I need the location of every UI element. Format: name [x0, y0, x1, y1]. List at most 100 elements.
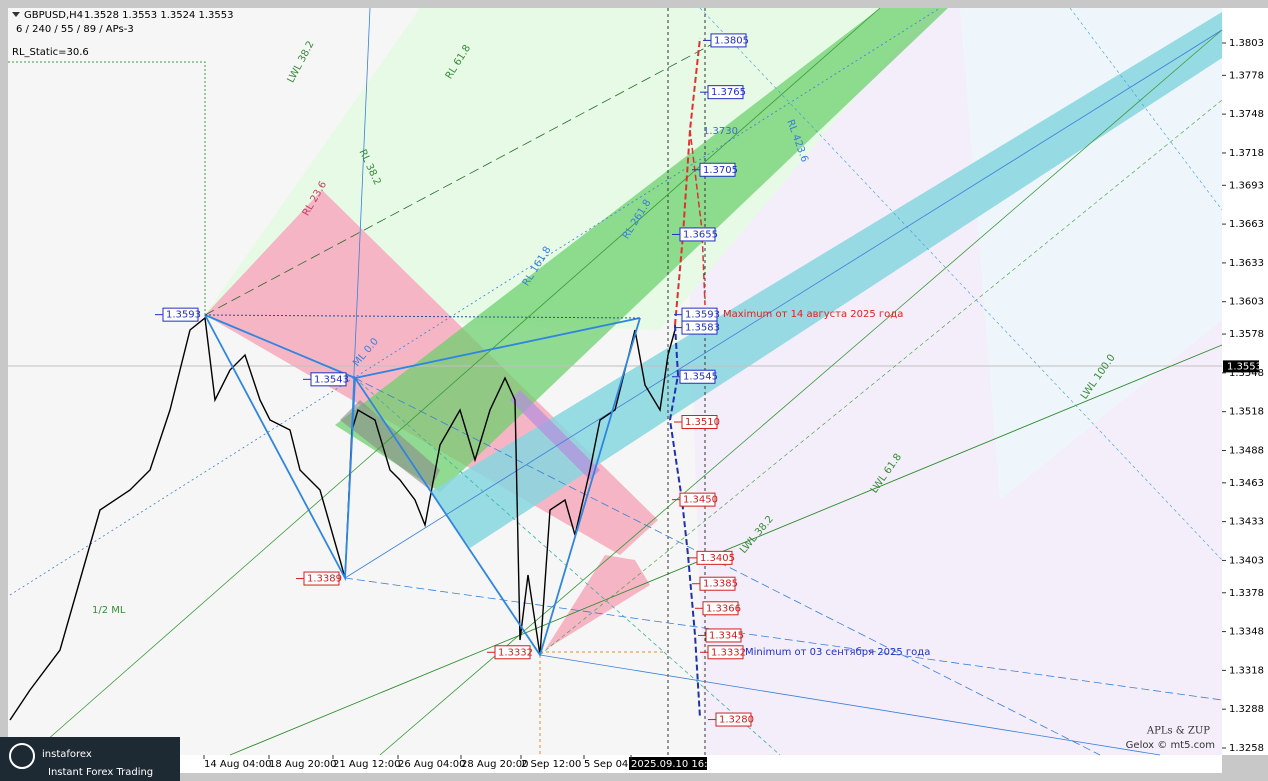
level-box [705, 628, 742, 643]
price-tick-label: 1.3548 [1229, 368, 1264, 379]
level-label: 1.3405 [700, 553, 735, 564]
price-tick-label: 1.3518 [1229, 407, 1264, 418]
price-tick-label: 1.3378 [1229, 588, 1264, 599]
price-tick-label: 1.3348 [1229, 627, 1264, 638]
copyright: Gelox © mt5.com [1126, 740, 1215, 751]
blue-dash [344, 577, 1223, 701]
drawings [8, 7, 1223, 756]
line-label: 1/2 ML [92, 605, 126, 616]
level-label: 1.3583 [685, 323, 720, 334]
author: APLs & ZUP [1146, 726, 1210, 737]
target-label: 1.3730 [703, 126, 738, 137]
zigzag-dotted [204, 314, 641, 319]
price-tick-label: 1.3633 [1229, 258, 1264, 269]
price-tick-label: 1.3663 [1229, 219, 1264, 230]
blue-line [539, 654, 1161, 756]
current-price: 1.3553 [1227, 361, 1262, 372]
green-band [335, 8, 948, 492]
level-label: 1.3385 [703, 579, 738, 590]
blue-line [344, 29, 1223, 579]
level-label: 1.3345 [709, 630, 744, 641]
time-label: 26 Aug 04:00 [398, 759, 465, 770]
time-label: 14 Aug 04:00 [204, 759, 271, 770]
level-box [162, 307, 199, 322]
level-box [710, 33, 747, 48]
teal-dash [354, 377, 781, 756]
price-tick-label: 1.3778 [1229, 70, 1264, 81]
price-tick-label: 1.3463 [1229, 478, 1264, 489]
level-label: 1.3765 [711, 87, 746, 98]
price-tick-label: 1.3318 [1229, 665, 1264, 676]
price-axis [1222, 8, 1268, 755]
level-label: 1.3450 [683, 495, 718, 506]
level-box [681, 320, 718, 335]
level-box [715, 712, 752, 727]
time-label: 18 Aug 20:00 [269, 759, 336, 770]
lightgreen-zone [205, 8, 930, 330]
time-label: 21 Aug 12:00 [333, 759, 400, 770]
green-line [29, 7, 881, 756]
level-box [681, 415, 718, 430]
lightblue-zone [960, 8, 1222, 500]
level-box [707, 85, 744, 100]
menu-arrow [12, 12, 20, 17]
level-label: 1.3655 [683, 229, 718, 240]
price-tick-label: 1.3603 [1229, 297, 1264, 308]
level-box [696, 550, 733, 565]
price-tick-label: 1.3288 [1229, 704, 1264, 715]
brand-name: instaforex [42, 749, 92, 760]
level-label: 1.3545 [683, 372, 718, 383]
green-dash [204, 39, 721, 316]
ohlc: 1.3528 1.3553 1.3524 1.3553 [84, 10, 234, 21]
level-label: 1.3280 [719, 715, 754, 726]
dotted-guide [8, 61, 206, 315]
forecast-up [674, 37, 701, 326]
level-box [310, 372, 347, 387]
time-label: 2025.09.10 16:47 [631, 759, 720, 770]
level-label: 1.3389 [307, 574, 342, 585]
price-path [9, 316, 676, 721]
price-tick-label: 1.3693 [1229, 180, 1264, 191]
time-cursor-bg [629, 757, 707, 770]
time-label: 2 Sep 12:00 [521, 759, 581, 770]
level-box [679, 227, 716, 242]
level-box [679, 492, 716, 507]
static: RL_Static=30.6 [12, 47, 89, 58]
green-line [229, 344, 1223, 756]
max-note: Maximum от 14 августа 2025 года [723, 309, 903, 320]
level-box [303, 571, 340, 586]
min-note: Minimum от 03 сентября 2025 года [745, 647, 930, 658]
price-tick-label: 1.3803 [1229, 38, 1264, 49]
level-box [699, 162, 736, 177]
time-label: 28 Aug 20:00 [461, 759, 528, 770]
time-axis [8, 755, 1222, 773]
pink-band-2 [545, 555, 650, 650]
logo-icon [9, 743, 35, 769]
blue-dotted [9, 7, 941, 596]
level-box [494, 645, 531, 660]
cyan-band [430, 12, 1222, 548]
level-box [679, 369, 716, 384]
level-label: 1.3805 [714, 35, 749, 46]
time-label: 5 Sep 04:00 [584, 759, 644, 770]
level-box [707, 645, 744, 660]
price-tick-label: 1.3433 [1229, 517, 1264, 528]
level-label: 1.3510 [685, 417, 720, 428]
blue-dotted [1069, 7, 1223, 211]
price-tick-label: 1.3258 [1229, 743, 1264, 754]
blue-dotted [699, 7, 1223, 561]
price-tick-label: 1.3718 [1229, 148, 1264, 159]
zigzag [354, 317, 641, 379]
price-tick-label: 1.3578 [1229, 329, 1264, 340]
level-label: 1.3332 [711, 647, 746, 658]
logo-bg [0, 737, 180, 781]
level-box [702, 601, 739, 616]
level-label: 1.3366 [706, 603, 741, 614]
level-label: 1.3593 [685, 310, 720, 321]
level-label: 1.3705 [703, 165, 738, 176]
price-tick-label: 1.3403 [1229, 555, 1264, 566]
level-label: 1.3593 [166, 310, 201, 321]
purple-zone [510, 390, 600, 480]
price-tick-label: 1.3488 [1229, 445, 1264, 456]
level-label: 1.3332 [498, 647, 533, 658]
